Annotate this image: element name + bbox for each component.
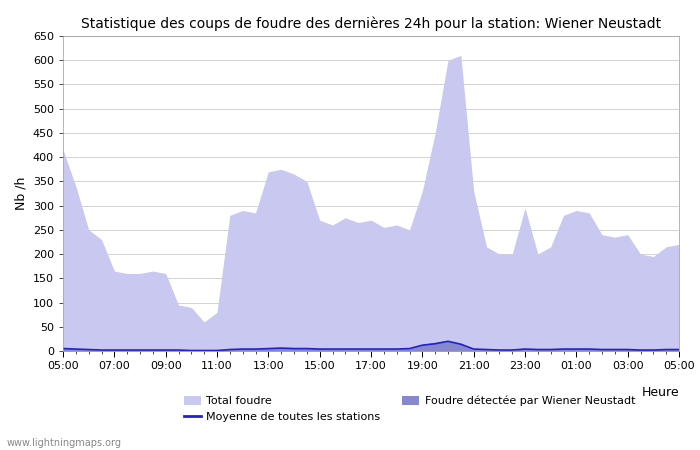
Y-axis label: Nb /h: Nb /h: [14, 177, 27, 210]
Text: Heure: Heure: [641, 386, 679, 399]
Title: Statistique des coups de foudre des dernières 24h pour la station: Wiener Neusta: Statistique des coups de foudre des dern…: [81, 16, 661, 31]
Text: www.lightningmaps.org: www.lightningmaps.org: [7, 438, 122, 448]
Legend: Total foudre, Moyenne de toutes les stations, Foudre détectée par Wiener Neustad: Total foudre, Moyenne de toutes les stat…: [179, 391, 640, 427]
